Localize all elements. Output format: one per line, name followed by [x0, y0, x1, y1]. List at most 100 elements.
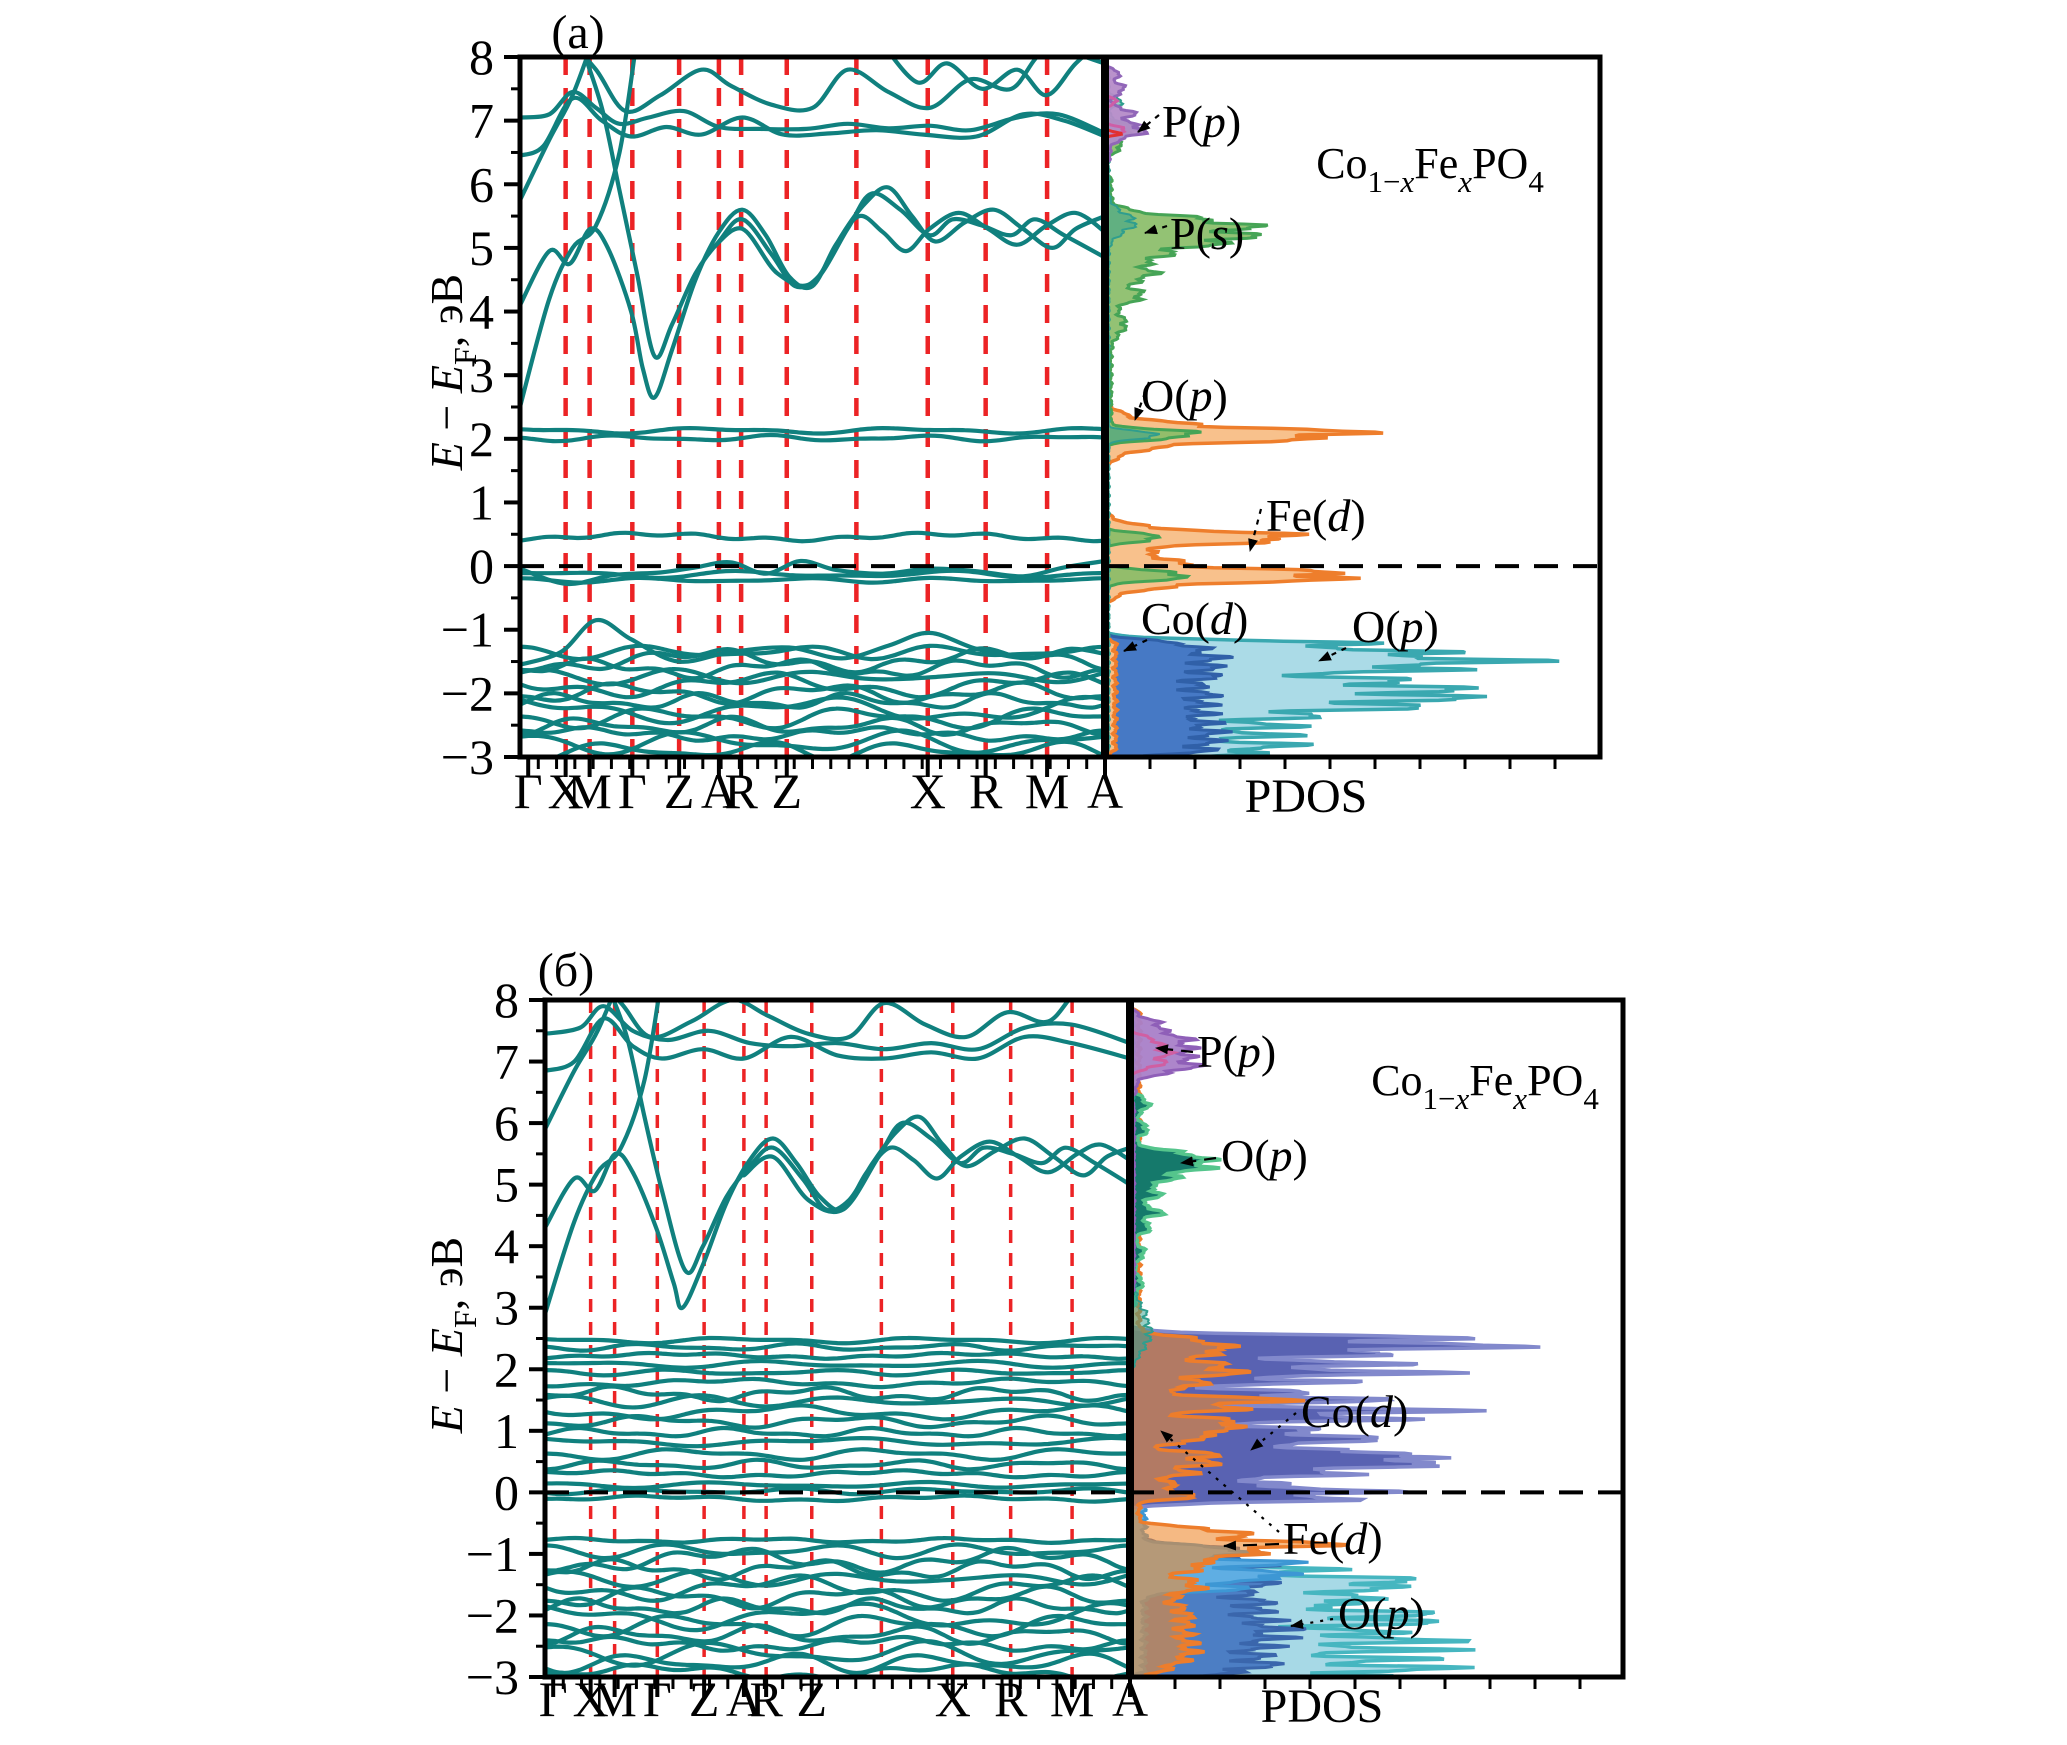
band-line: [520, 89, 1105, 136]
band-line: [520, 656, 1105, 681]
y-tick-label: 1: [469, 474, 494, 530]
y-axis-title: E − EF, эВ: [421, 274, 483, 471]
band-line: [545, 1341, 1130, 1353]
band-line: [583, 57, 1105, 360]
y-tick-label: 5: [494, 1157, 519, 1213]
y-tick-label: 4: [469, 284, 494, 340]
band-line: [545, 1623, 1130, 1647]
label-Op-upper: O(p): [1221, 1130, 1308, 1181]
pdos-series-Co(d): [1130, 1000, 1541, 1677]
y-tick-label: 1: [494, 1403, 519, 1459]
label-Op-upper-arrow: [1133, 381, 1151, 421]
k-point-label: Γ: [514, 763, 543, 819]
band-line: [545, 1493, 1130, 1504]
band-line: [520, 670, 1105, 700]
pdos-series-Co(d): [1105, 57, 1234, 757]
y-tick-label: 7: [469, 93, 494, 149]
label-Ps-arrow: [1144, 224, 1168, 235]
k-point-label: X: [573, 1671, 609, 1727]
band-line: [545, 1639, 1130, 1668]
y-tick-label: −1: [441, 602, 494, 658]
y-tick-label: −2: [466, 1587, 519, 1643]
compound-formula: Co1−xFexPO4: [1371, 1056, 1599, 1116]
band-line: [545, 1651, 1130, 1676]
band-line: [545, 1016, 1130, 1073]
band-line: [520, 728, 1105, 757]
k-point-label: M: [567, 763, 611, 819]
band-line: [545, 1000, 661, 1316]
band-line: [615, 1000, 1130, 1042]
y-tick-label: 0: [494, 1464, 519, 1520]
panel-tag: (a): [551, 6, 604, 59]
band-line: [520, 425, 1105, 436]
band-line: [710, 191, 1105, 288]
band-line: [520, 530, 1105, 544]
label-Op-lower-arrow: [1290, 1617, 1334, 1629]
label-Op-lower: O(p): [1338, 1588, 1425, 1639]
band-line: [520, 95, 1105, 158]
label-Fed-arrow: [1248, 508, 1263, 552]
band-line: [545, 1535, 1130, 1545]
label-Fed: Fe(d): [1266, 490, 1366, 541]
k-point-label: R: [969, 763, 1003, 819]
label-Pp-arrow: [1155, 1044, 1194, 1055]
k-point-label: M: [1025, 763, 1069, 819]
band-line: [545, 1457, 1130, 1472]
band-line: [520, 207, 1105, 400]
k-point-label: R: [724, 763, 758, 819]
band-line: [545, 1004, 1130, 1052]
band-line: [545, 1662, 1130, 1677]
k-point-label: X: [548, 763, 584, 819]
k-point-label: A: [1112, 1671, 1148, 1727]
panel-tag: (б): [538, 944, 594, 997]
band-line: [545, 1425, 1130, 1439]
band-line: [545, 1393, 1130, 1410]
band-line: [520, 691, 1105, 710]
pdos-series-O(p)-top: [1130, 1000, 1222, 1677]
label-Cod: Co(d): [1301, 1386, 1408, 1437]
band-line: [741, 1120, 1130, 1215]
k-point-label: Z: [664, 763, 695, 819]
label-Op-lower: O(p): [1352, 601, 1439, 652]
band-line: [582, 57, 1105, 114]
band-line: [545, 1350, 1130, 1361]
k-point-label: R: [749, 1671, 783, 1727]
k-divider-lines: [563, 57, 1050, 757]
k-point-label: R: [994, 1671, 1028, 1727]
k-point-label: A: [701, 763, 737, 819]
k-point-label: Z: [771, 763, 802, 819]
k-point-label: Γ: [618, 763, 647, 819]
band-line: [545, 1403, 1130, 1422]
k-axis: Γ XM Γ Z AR Z X R M A: [514, 757, 1557, 819]
band-line: [545, 1435, 1130, 1449]
y-tick-label: 2: [469, 411, 494, 467]
k-point-label: A: [1087, 763, 1123, 819]
y-tick-label: 3: [494, 1280, 519, 1336]
band-line: [545, 1596, 1130, 1616]
y-axis-title: E − EF, эВ: [421, 1237, 483, 1434]
band-line: [545, 1367, 1130, 1378]
label-Op-upper: O(p): [1141, 370, 1228, 421]
band-line: [545, 1573, 1130, 1603]
y-tick-label: −2: [441, 665, 494, 721]
y-tick-label: 3: [469, 347, 494, 403]
band-line: [520, 725, 1105, 743]
label-Op-upper-arrow: [1180, 1156, 1217, 1167]
k-point-label: Z: [689, 1671, 720, 1727]
label-Fed-arrow: [1223, 1540, 1280, 1551]
pdos-axis-title: PDOS: [1261, 1680, 1384, 1733]
label-Fed: Fe(d): [1283, 1513, 1383, 1564]
band-line: [545, 1613, 1130, 1639]
label-Cod: Co(d): [1141, 593, 1248, 644]
y-tick-label: −1: [466, 1526, 519, 1582]
band-line: [520, 706, 1105, 731]
pdos-area: [1130, 1000, 1541, 1677]
pdos-axis-title: PDOS: [1245, 770, 1368, 823]
y-tick-label: 0: [469, 538, 494, 594]
band-line: [545, 1358, 1130, 1370]
